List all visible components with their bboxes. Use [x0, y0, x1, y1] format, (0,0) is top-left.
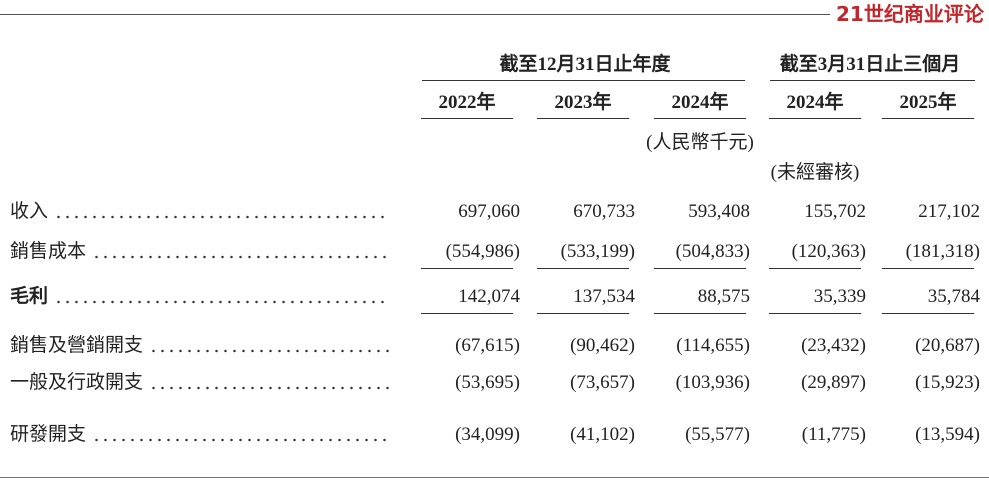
cell-value: 137,534 — [573, 286, 635, 307]
cell-value: (55,577) — [685, 424, 750, 445]
sum-rule — [421, 313, 513, 314]
leader-dots — [54, 215, 390, 219]
cell-value: (15,923) — [915, 372, 980, 393]
sum-rule — [537, 313, 629, 314]
cell-value: 217,102 — [918, 201, 980, 222]
year-header: 2023年 — [554, 92, 612, 113]
group-header: 截至12月31日止年度 — [499, 54, 671, 75]
unit-note: (人民幣千元) — [646, 132, 754, 153]
cell-value: (29,897) — [801, 372, 866, 393]
row-label-text: 毛利 — [10, 286, 49, 307]
leader-dots — [149, 386, 390, 390]
cell-value: (67,615) — [455, 335, 520, 356]
cell-value: (533,199) — [560, 241, 635, 262]
cell-value: (73,657) — [570, 372, 635, 393]
audit-note: (未經審核) — [770, 162, 860, 183]
cell-value: (41,102) — [570, 424, 635, 445]
cell-value: (13,594) — [915, 424, 980, 445]
year-header: 2024年 — [786, 92, 844, 113]
sum-rule — [654, 268, 746, 269]
cell-value: (181,318) — [905, 241, 980, 262]
cell-value: (103,936) — [675, 372, 750, 393]
cell-value: 593,408 — [688, 201, 750, 222]
sum-rule — [769, 313, 861, 314]
cell-value: (11,775) — [801, 424, 866, 445]
group-header: 截至3月31日止三個月 — [779, 54, 961, 75]
row-label-text: 銷售成本 — [10, 241, 87, 262]
bottom-rule — [0, 477, 989, 478]
row-label: 毛利 — [10, 286, 390, 308]
cell-value: (23,432) — [801, 335, 866, 356]
leader-dots — [54, 300, 390, 304]
cell-value: 155,702 — [804, 201, 866, 222]
year-rule — [769, 118, 861, 119]
cell-value: 670,733 — [573, 201, 635, 222]
cell-value: 35,784 — [927, 286, 980, 307]
sum-rule — [769, 268, 861, 269]
year-rule — [882, 118, 974, 119]
sum-rule — [882, 313, 974, 314]
cell-value: (20,687) — [915, 335, 980, 356]
cell-value: (504,833) — [675, 241, 750, 262]
watermark: 21世纪商业评论 — [836, 2, 984, 26]
cell-value: (90,462) — [570, 335, 635, 356]
row-label-text: 研發開支 — [10, 424, 87, 445]
year-header: 2025年 — [899, 92, 957, 113]
cell-value: 142,074 — [458, 286, 520, 307]
year-rule — [654, 118, 746, 119]
row-label-text: 一般及行政開支 — [10, 372, 144, 393]
cell-value: (554,986) — [445, 241, 520, 262]
row-label: 一般及行政開支 — [10, 372, 390, 394]
row-label-text: 銷售及營銷開支 — [10, 335, 144, 356]
cell-value: 697,060 — [458, 201, 520, 222]
cell-value: 88,575 — [697, 286, 750, 307]
row-label: 銷售及營銷開支 — [10, 335, 390, 357]
cell-value: (53,695) — [455, 372, 520, 393]
year-rule — [421, 118, 513, 119]
year-rule — [537, 118, 629, 119]
sum-rule — [537, 268, 629, 269]
year-header: 2024年 — [671, 92, 729, 113]
top-rule — [0, 14, 830, 15]
row-label-text: 收入 — [10, 201, 49, 222]
cell-value: (114,655) — [676, 335, 750, 356]
sum-rule — [882, 268, 974, 269]
row-label: 研發開支 — [10, 424, 390, 446]
leader-dots — [92, 255, 390, 259]
leader-dots — [92, 438, 390, 442]
row-label: 銷售成本 — [10, 241, 390, 263]
group-rule — [770, 80, 975, 81]
group-rule — [422, 80, 745, 81]
row-label: 收入 — [10, 201, 390, 223]
cell-value: (120,363) — [791, 241, 866, 262]
cell-value: (34,099) — [455, 424, 520, 445]
sum-rule — [421, 268, 513, 269]
leader-dots — [149, 349, 390, 353]
sum-rule — [654, 313, 746, 314]
year-header: 2022年 — [438, 92, 496, 113]
cell-value: 35,339 — [813, 286, 866, 307]
